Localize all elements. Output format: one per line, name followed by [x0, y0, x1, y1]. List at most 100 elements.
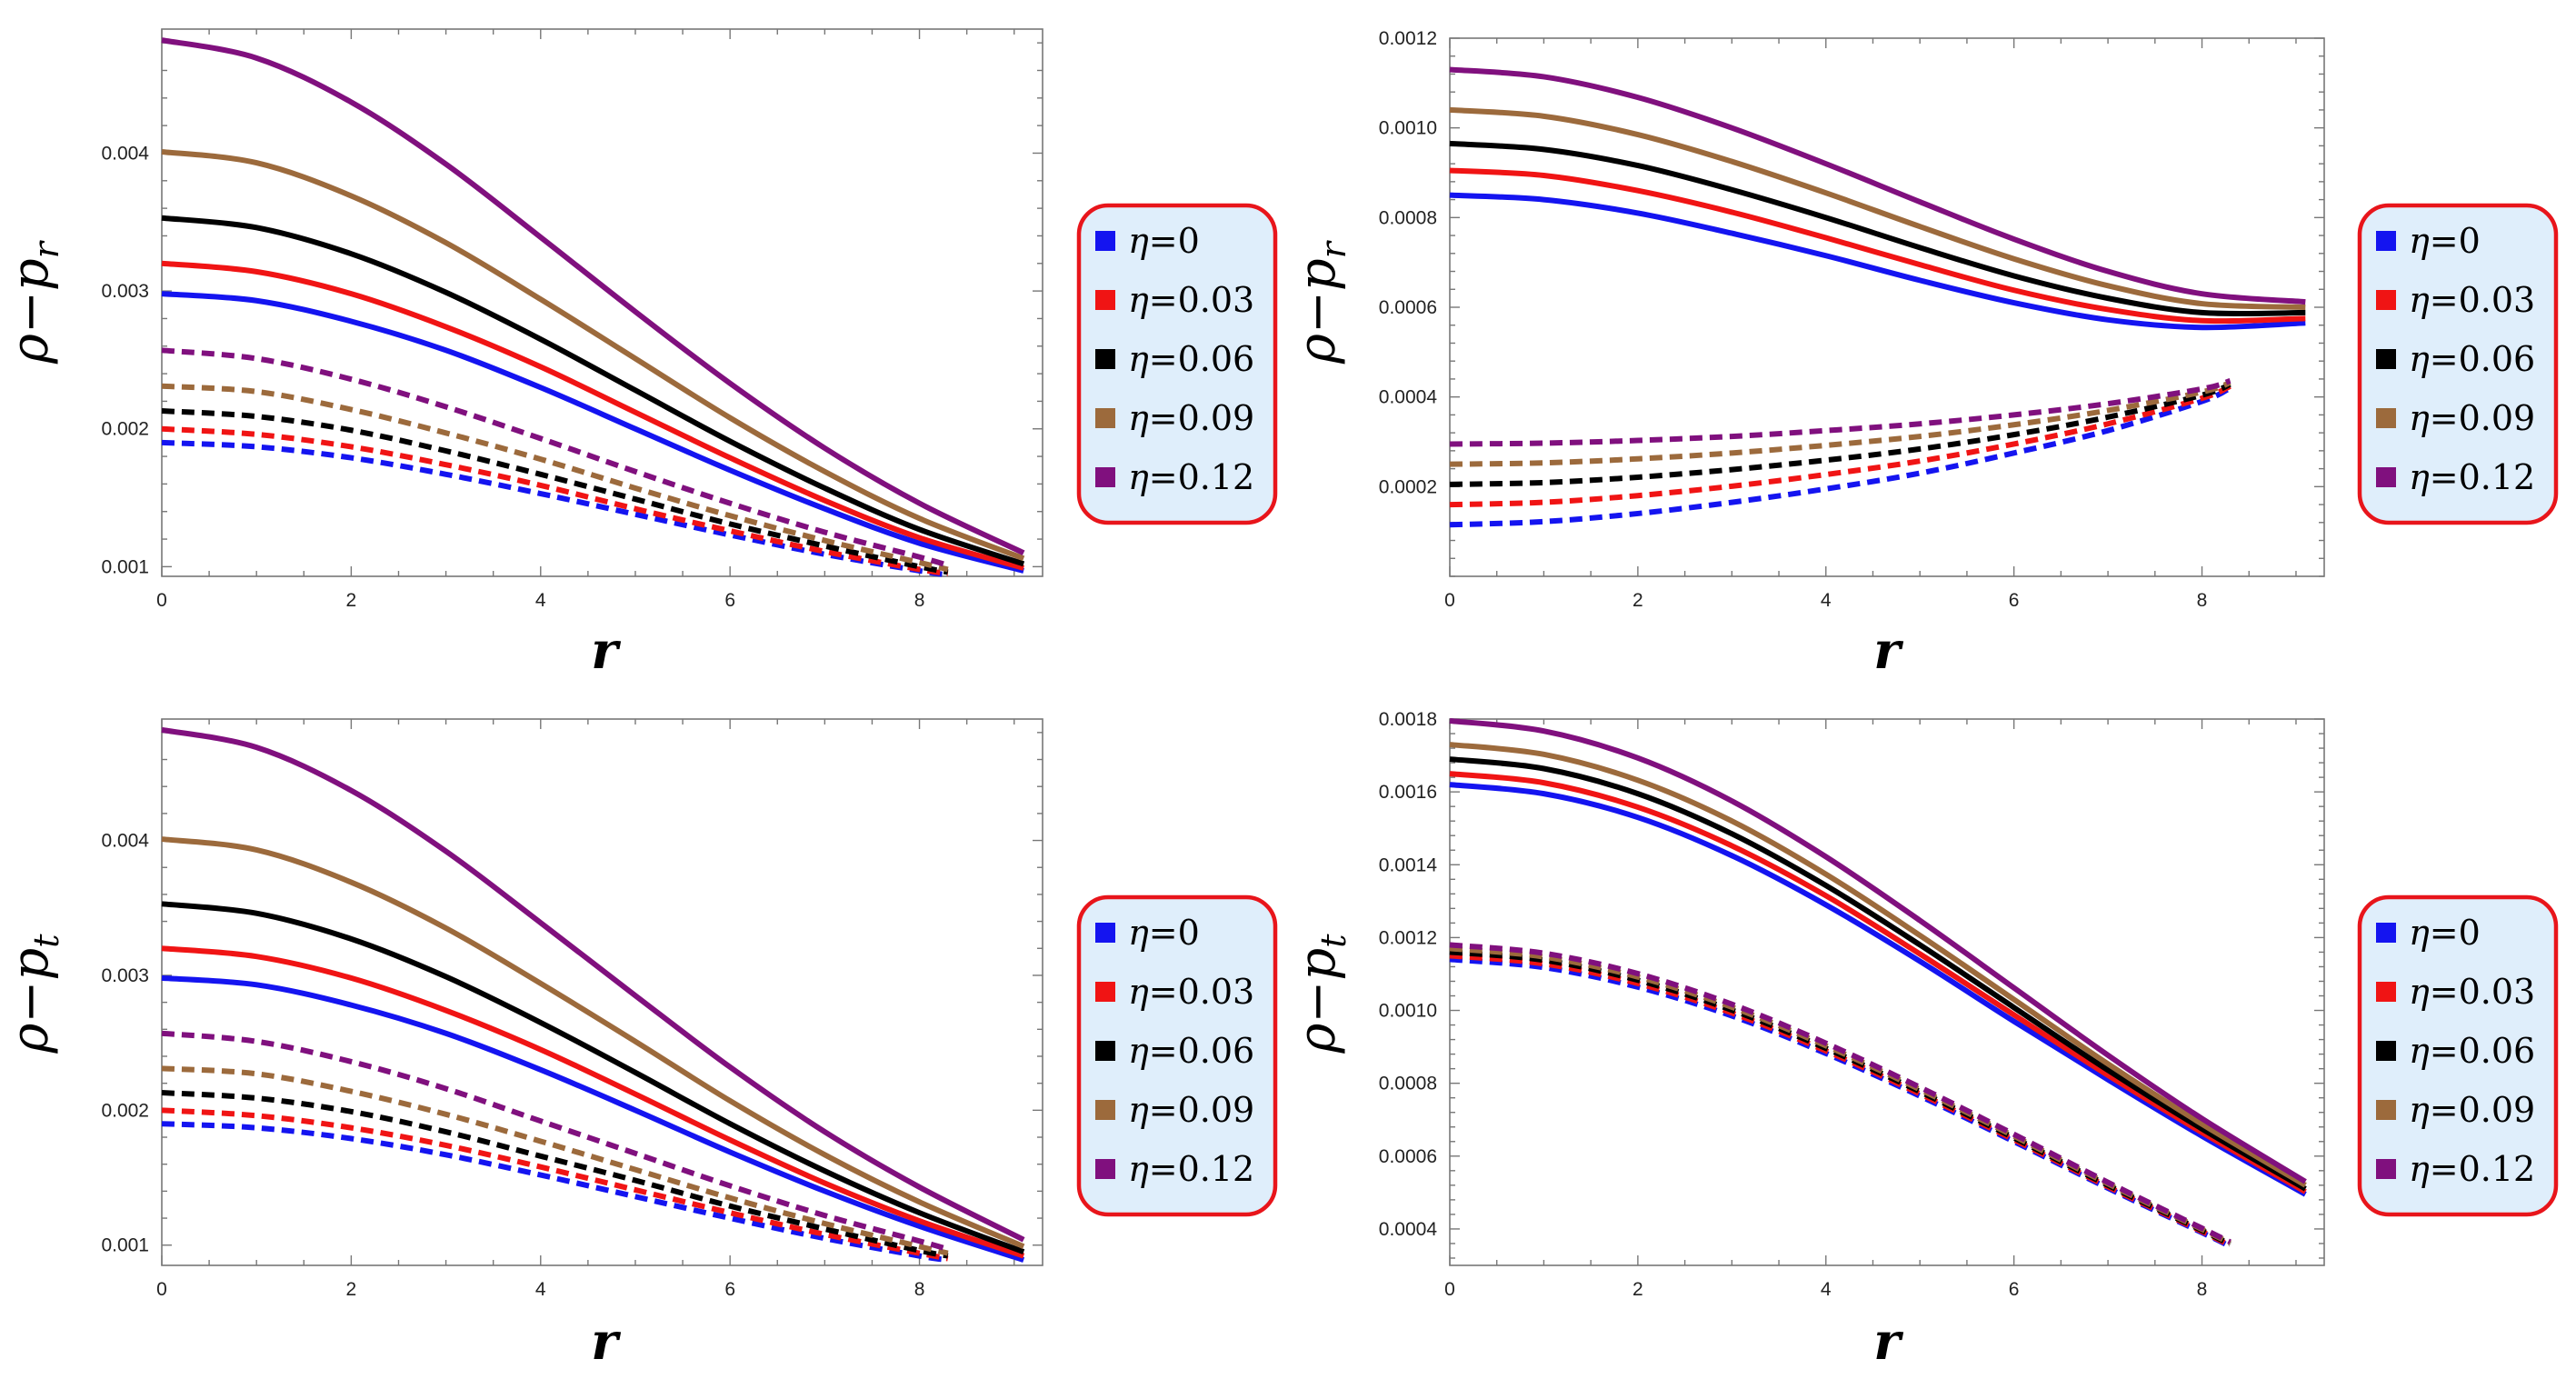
legend-swatch [1095, 1100, 1115, 1120]
series-line-dashed-7 [161, 408, 949, 575]
legend-label: η=0.03 [1128, 280, 1254, 320]
series-line-dashed-9 [1449, 378, 2232, 447]
x-tick-label: 4 [535, 1279, 546, 1300]
legend-label-prefix: η= [1128, 1031, 1178, 1071]
x-axis-label: r [591, 621, 621, 681]
legend-label: η=0.09 [2409, 398, 2535, 438]
legend-label-prefix: η= [2409, 280, 2459, 320]
legend-swatch [2376, 1159, 2396, 1179]
y-tick-label: 0.0010 [1379, 118, 1437, 139]
plot-frame [1449, 718, 2325, 1266]
series-line-solid-1 [161, 260, 1024, 571]
legend-swatch [2376, 349, 2396, 369]
legend-label: η=0.12 [2409, 1149, 2535, 1189]
legend-label-value: 0.12 [2459, 457, 2536, 497]
x-tick-label: 0 [156, 1279, 167, 1300]
legend-label-value: 0.09 [2459, 398, 2536, 438]
series-line-solid-4 [161, 726, 1025, 1243]
series-line-dashed-7 [161, 1090, 949, 1259]
legend-swatch [2376, 408, 2396, 428]
y-tick-label: 0.003 [101, 965, 149, 986]
y-tick-label: 0.0006 [1379, 297, 1437, 318]
legend-swatch [2376, 982, 2396, 1002]
legend-label: η=0.09 [1128, 1090, 1254, 1130]
legend-label-prefix: η= [2409, 339, 2459, 379]
legend-label: η=0.03 [2409, 972, 2535, 1012]
legend-label: η=0 [2409, 221, 2481, 261]
x-tick-label: 4 [1821, 1279, 1832, 1300]
y-axis-label-main: ρ−p [1, 948, 60, 1054]
x-tick-label: 8 [2197, 590, 2208, 611]
y-axis-label: ρ−pr [1, 239, 66, 365]
legend-label-prefix: η= [1128, 913, 1178, 953]
series-line-solid-2 [161, 215, 1025, 567]
y-axis-label: ρ−pt [1, 934, 66, 1054]
x-axis-label: r [1873, 1312, 1903, 1372]
y-tick-label: 0.0008 [1379, 207, 1437, 228]
series-line-dashed-8 [161, 383, 949, 573]
legend-box [2357, 894, 2559, 1217]
legend-label: η=0.06 [1128, 1031, 1254, 1071]
series-line-solid-3 [1449, 742, 2307, 1188]
legend: η=0η=0.03η=0.06η=0.09η=0.12 [1076, 203, 1278, 525]
legend-swatch [1095, 1041, 1115, 1061]
legend-label-value: 0.12 [1178, 1149, 1255, 1189]
y-tick-label: 0.0014 [1379, 854, 1438, 875]
legend-label-value: 0.06 [2459, 1031, 2536, 1071]
legend-label: η=0.12 [2409, 457, 2535, 497]
y-axis-label: ρ−pt [1288, 934, 1353, 1054]
y-axis-label-main: ρ−p [1288, 948, 1347, 1054]
series-line-solid-0 [161, 974, 1025, 1263]
legend-label: η=0.06 [1128, 339, 1254, 379]
y-axis-label-main: ρ−p [1, 258, 60, 365]
legend-label: η=0.09 [2409, 1090, 2535, 1130]
legend-box [1076, 203, 1278, 525]
y-tick-label: 0.0012 [1379, 927, 1437, 948]
x-tick-label: 8 [914, 1279, 925, 1300]
series-line-dashed-7 [1449, 382, 2232, 487]
legend-swatch [1095, 408, 1115, 428]
series-line-solid-1 [161, 945, 1025, 1259]
series-line-dashed-6 [161, 1107, 949, 1262]
series-line-dashed-7 [1449, 949, 2232, 1247]
x-tick-label: 6 [2009, 590, 2020, 611]
legend-box [1076, 894, 1278, 1217]
legend-label: η=0.06 [2409, 339, 2535, 379]
series-line-dashed-5 [161, 1121, 949, 1264]
x-tick-label: 6 [724, 1279, 735, 1300]
x-tick-label: 2 [1632, 590, 1643, 611]
legend-label: η=0 [2409, 913, 2481, 953]
legend-label: η=0.06 [2409, 1031, 2535, 1071]
y-axis-label-subscript: t [1313, 934, 1353, 948]
series-line-solid-2 [161, 901, 1025, 1254]
series-line-solid-3 [161, 148, 1025, 562]
series-line-solid-1 [1449, 167, 2306, 325]
y-axis-label-subscript: r [1313, 239, 1353, 258]
legend-label-prefix: η= [2409, 1090, 2459, 1130]
series-line-solid-0 [161, 291, 1024, 574]
x-tick-label: 0 [1444, 1279, 1455, 1300]
x-tick-label: 0 [1444, 590, 1455, 611]
y-tick-label: 0.0004 [1379, 387, 1438, 408]
x-tick-label: 6 [2009, 1279, 2020, 1300]
legend-label-prefix: η= [2409, 1149, 2459, 1189]
legend-label-value: 0.09 [1178, 398, 1255, 438]
legend-swatch [1095, 349, 1115, 369]
series-line-solid-3 [161, 836, 1025, 1249]
legend-label-value: 0.06 [1178, 1031, 1255, 1071]
series-line-dashed-9 [161, 1030, 949, 1253]
y-tick-label: 0.004 [101, 831, 149, 852]
chart-panel-bottom-left: 0 2 4 6 80.0010.0020.0030.004ρ−ptrη=0η=0.03η… [1, 718, 1278, 1372]
legend-label-value: 0.03 [2459, 972, 2536, 1012]
series-line-dashed-5 [1449, 956, 2232, 1249]
chart-panel-top-left: 0 2 4 6 80.0010.0020.0030.004ρ−prrη=0η=0.03η… [1, 28, 1278, 681]
legend-box [2357, 203, 2559, 525]
legend-label-value: 0.06 [1178, 339, 1255, 379]
x-tick-label: 8 [914, 590, 925, 611]
x-tick-label: 2 [346, 590, 357, 611]
y-tick-label: 0.0010 [1379, 1001, 1437, 1022]
legend-label-value: 0.06 [2459, 339, 2536, 379]
x-tick-label: 4 [535, 590, 546, 611]
legend-label-value: 0 [1178, 221, 1200, 261]
